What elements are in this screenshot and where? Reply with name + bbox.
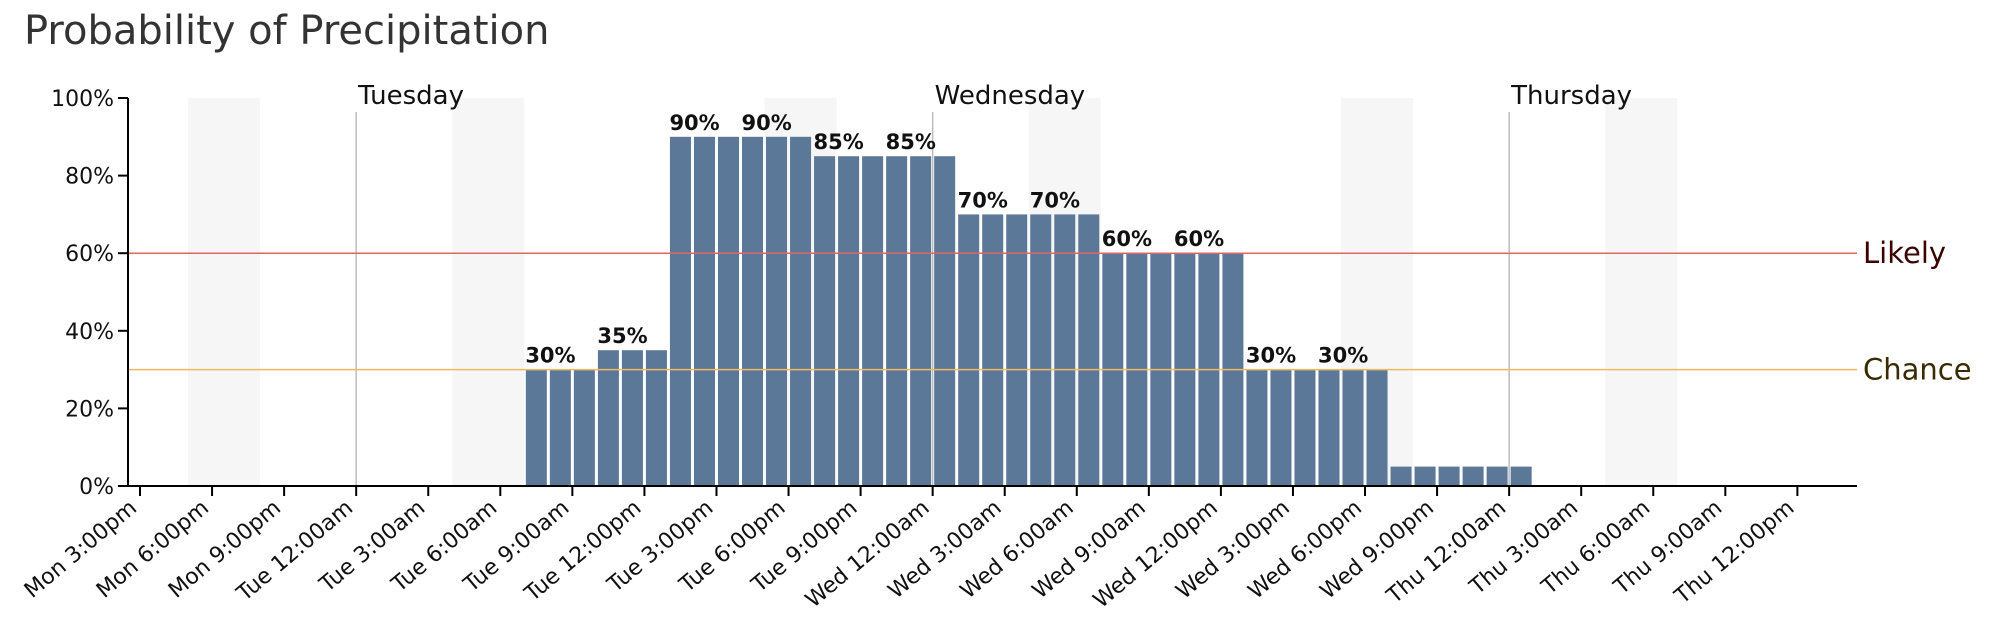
precip-bar xyxy=(1366,369,1388,486)
precip-bar xyxy=(790,136,812,487)
precip-bar xyxy=(814,156,836,486)
bar-value-label: 70% xyxy=(958,188,1008,212)
y-tick-label: 60% xyxy=(65,242,114,267)
y-tick-label: 80% xyxy=(65,165,114,190)
precip-bar xyxy=(1078,214,1100,486)
precip-bar xyxy=(982,214,1004,486)
bar-value-label: 60% xyxy=(1102,227,1152,251)
precip-bar xyxy=(717,136,739,487)
precip-bar xyxy=(886,156,908,486)
precip-bar xyxy=(549,369,571,486)
threshold-label-likely: Likely xyxy=(1863,236,1946,270)
precip-bar xyxy=(1462,466,1484,486)
y-tick-label: 100% xyxy=(51,87,114,112)
precip-bar xyxy=(1246,369,1268,486)
precip-bar xyxy=(573,369,595,486)
precip-bar xyxy=(1438,466,1460,486)
bar-value-label: 70% xyxy=(1030,188,1080,212)
precip-bar xyxy=(766,136,788,487)
bar-value-label: 85% xyxy=(886,130,936,154)
precip-bar xyxy=(958,214,980,486)
bar-value-label: 30% xyxy=(1318,344,1368,368)
bar-value-label: 30% xyxy=(1246,344,1296,368)
precip-bar xyxy=(1390,466,1412,486)
precip-bar xyxy=(1414,466,1436,486)
y-tick-label: 20% xyxy=(65,397,114,422)
day-label: Thursday xyxy=(1510,81,1632,111)
precip-bar xyxy=(597,350,619,486)
precip-bar xyxy=(1270,369,1292,486)
precip-bar xyxy=(525,369,547,486)
chart-title: Probability of Precipitation xyxy=(24,8,550,54)
precip-bar xyxy=(742,136,764,487)
x-tick-label: Thu 12:00pm xyxy=(1670,495,1800,609)
precip-bar xyxy=(934,156,956,486)
precip-bar xyxy=(1006,214,1028,486)
day-label: Wednesday xyxy=(935,81,1086,111)
precip-bar xyxy=(1030,214,1052,486)
threshold-label-chance: Chance xyxy=(1863,353,1972,387)
precip-bar xyxy=(1294,369,1316,486)
x-tick-label: Wed 12:00pm xyxy=(1089,495,1223,613)
precip-bar xyxy=(1486,466,1508,486)
precip-bar xyxy=(862,156,884,486)
precip-bar xyxy=(1510,466,1532,486)
night-band-5 xyxy=(1605,98,1678,486)
bar-value-label: 85% xyxy=(814,130,864,154)
night-band-1 xyxy=(452,98,525,486)
precip-bar xyxy=(693,136,715,487)
bar-value-label: 30% xyxy=(525,344,575,368)
day-label: Tuesday xyxy=(357,81,464,111)
precip-bar xyxy=(1342,369,1364,486)
precip-bar xyxy=(1318,369,1340,486)
precip-bar xyxy=(838,156,860,486)
precip-bar xyxy=(1054,214,1076,486)
precip-bar xyxy=(645,350,667,486)
bar-value-label: 35% xyxy=(597,324,647,348)
night-band-0 xyxy=(188,98,261,486)
bar-value-label: 60% xyxy=(1174,227,1224,251)
precip-bar xyxy=(669,136,691,487)
precip-bar xyxy=(621,350,643,486)
bar-value-label: 90% xyxy=(742,111,792,135)
x-tick-label: Wed 12:00am xyxy=(801,495,934,613)
y-tick-label: 0% xyxy=(79,475,114,500)
y-tick-label: 40% xyxy=(65,320,114,345)
precip-bar xyxy=(910,156,932,486)
bar-value-label: 90% xyxy=(669,111,719,135)
